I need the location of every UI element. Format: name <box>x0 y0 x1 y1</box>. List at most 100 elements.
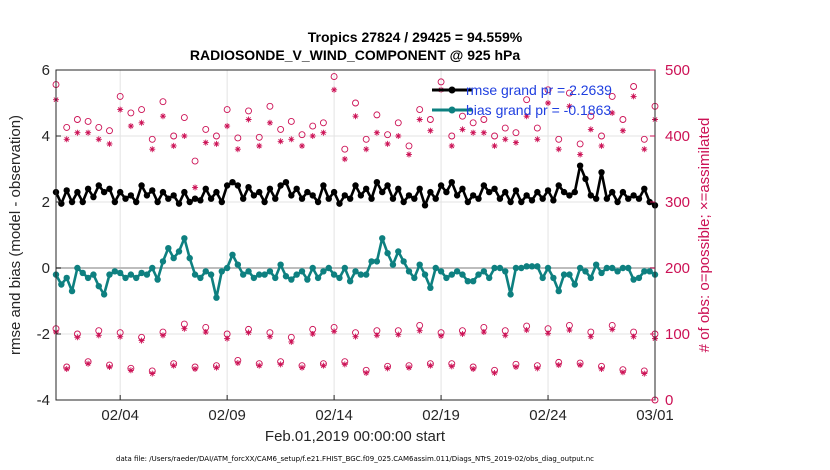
plot-frame <box>55 69 656 401</box>
obs-assimilated-marker <box>85 360 92 367</box>
obs-assimilated-marker <box>491 369 498 376</box>
rmse-point <box>213 188 220 196</box>
rmse-point <box>384 182 391 189</box>
obs-assimilated-marker <box>427 127 434 134</box>
bias-point <box>127 271 135 278</box>
obs-assimilated-marker <box>373 129 380 136</box>
rmse-point <box>635 195 643 202</box>
y-axis-label: rmse and bias (model - observation) <box>7 115 24 355</box>
obs-possible-marker <box>394 119 402 127</box>
bias-point <box>309 264 316 272</box>
obs-assimilated-marker <box>299 364 306 371</box>
legend-rmse-label: rmse grand pr = 2.2639 <box>466 82 612 98</box>
obs-possible-marker <box>319 119 327 127</box>
y2-tick-label: 300 <box>665 194 690 211</box>
rmse-point <box>646 198 653 206</box>
bias-point <box>448 271 455 278</box>
obs-possible-marker <box>63 123 71 131</box>
bias-point <box>496 264 504 272</box>
bias-point <box>459 271 466 278</box>
rmse-point <box>437 182 445 189</box>
rmse-point <box>592 195 600 202</box>
obs-assimilated-marker <box>234 360 241 367</box>
obs-assimilated-marker <box>416 327 423 334</box>
obs-assimilated-marker <box>512 364 519 370</box>
obs-assimilated-marker <box>502 136 509 143</box>
rmse-point <box>496 195 504 202</box>
bias-point <box>582 268 589 275</box>
rmse-point <box>149 187 156 194</box>
bias-point <box>389 261 397 268</box>
bias-point <box>421 271 429 278</box>
bias-point <box>234 261 242 268</box>
obs-assimilated-marker <box>363 369 370 376</box>
x-tick-label: 02/24 <box>529 407 567 424</box>
bias-point <box>58 281 65 288</box>
rmse-point <box>175 200 183 207</box>
rmse-point <box>518 198 525 206</box>
rmse-point <box>186 198 193 206</box>
rmse-point <box>427 188 434 196</box>
bias-point <box>239 271 247 278</box>
bias-point <box>191 271 199 278</box>
bias-point <box>384 249 391 257</box>
bias-point <box>432 264 439 272</box>
bias-point <box>614 268 621 275</box>
obs-assimilated-marker <box>352 113 359 120</box>
obs-assimilated-marker <box>288 136 295 143</box>
rmse-point <box>395 185 402 192</box>
series-lines <box>52 162 659 301</box>
bias-point <box>245 268 252 275</box>
bias-point <box>106 271 113 278</box>
obs-possible-marker <box>384 131 392 139</box>
rmse-point <box>432 195 439 202</box>
y-tick-label: 2 <box>42 194 50 211</box>
bias-point <box>111 268 119 275</box>
bias-point <box>218 268 225 275</box>
rmse-point <box>90 193 97 201</box>
bias-point <box>609 264 616 272</box>
rmse-point <box>603 195 611 202</box>
obs-assimilated-marker <box>192 184 199 191</box>
rmse-point <box>453 192 461 199</box>
obs-possible-marker <box>202 125 210 133</box>
obs-assimilated-marker <box>534 136 541 143</box>
obs-assimilated-marker <box>587 333 594 340</box>
bias-point <box>63 274 70 282</box>
obs-possible-marker <box>277 125 285 133</box>
obs-assimilated-marker <box>138 337 145 344</box>
obs-possible-marker <box>565 89 573 97</box>
rmse-point <box>523 192 530 199</box>
rmse-point <box>116 188 124 196</box>
bias-point <box>528 263 536 270</box>
obs-assimilated-marker <box>288 338 295 345</box>
rmse-point <box>379 188 386 196</box>
obs-possible-marker <box>330 73 338 81</box>
rmse-point <box>298 195 306 202</box>
obs-assimilated-marker <box>320 362 327 369</box>
obs-possible-marker <box>159 98 167 106</box>
rmse-point <box>352 182 359 189</box>
obs-assimilated-marker <box>384 140 391 147</box>
obs-assimilated-marker <box>352 333 359 340</box>
bias-point <box>90 271 97 278</box>
obs-possible-marker <box>555 135 563 143</box>
rmse-point <box>74 188 81 196</box>
rmse-point <box>122 195 129 202</box>
bias-point <box>133 274 140 282</box>
obs-assimilated-marker <box>341 361 348 368</box>
bias-point <box>635 274 643 282</box>
obs-possible-marker <box>287 118 295 125</box>
obs-assimilated-marker <box>630 93 637 100</box>
rmse-point <box>389 195 397 202</box>
rmse-point <box>133 198 140 206</box>
bias-point <box>555 287 562 295</box>
rmse-point <box>475 195 482 202</box>
obs-assimilated-marker <box>405 151 412 158</box>
rmse-point <box>229 179 236 186</box>
bias-point <box>491 264 498 272</box>
obs-possible-marker <box>544 86 552 94</box>
obs-markers <box>52 73 659 404</box>
bias-point <box>266 268 274 275</box>
rmse-point <box>373 179 381 186</box>
